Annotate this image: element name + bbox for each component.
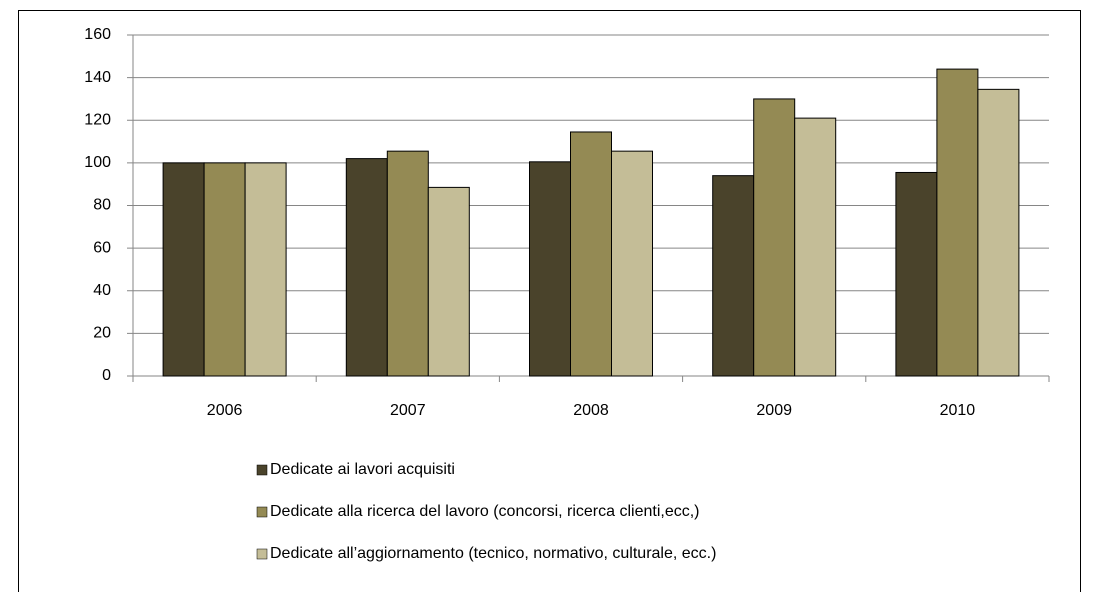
bar <box>427 186 470 377</box>
bar <box>162 162 205 377</box>
bar <box>611 150 653 377</box>
bar <box>753 98 796 377</box>
x-tick-label: 2009 <box>756 402 792 419</box>
bar <box>529 161 571 377</box>
y-tick-label: 160 <box>84 26 111 43</box>
x-tick-label: 2007 <box>390 402 426 419</box>
y-tick-label: 20 <box>93 325 111 342</box>
bar <box>345 158 388 377</box>
y-tick-label: 0 <box>102 367 111 384</box>
bar <box>244 162 287 377</box>
legend-swatch <box>256 506 268 518</box>
y-tick-label: 100 <box>84 154 111 171</box>
legend-swatch <box>256 464 268 476</box>
legend-label: Dedicate alla ricerca del lavoro (concor… <box>270 503 700 520</box>
x-tick-label: 2006 <box>207 402 243 419</box>
bar <box>936 68 979 377</box>
y-tick-label: 120 <box>84 111 111 128</box>
x-tick-label: 2010 <box>940 402 976 419</box>
y-tick-label: 140 <box>84 69 111 86</box>
x-tick-label: 2008 <box>573 402 609 419</box>
bar <box>203 162 246 377</box>
legend-label: Dedicate ai lavori acquisiti <box>270 461 455 478</box>
bar <box>386 150 429 377</box>
bar <box>977 88 1020 377</box>
y-tick-label: 40 <box>93 282 111 299</box>
y-tick-label: 80 <box>93 197 111 214</box>
bar <box>895 171 938 377</box>
bar <box>712 175 755 377</box>
y-tick-label: 60 <box>93 239 111 256</box>
bar <box>570 131 612 377</box>
legend-swatch <box>256 548 268 560</box>
chart-frame <box>18 10 1081 592</box>
bar <box>794 117 837 377</box>
legend-label: Dedicate all’aggiornamento (tecnico, nor… <box>270 545 716 562</box>
